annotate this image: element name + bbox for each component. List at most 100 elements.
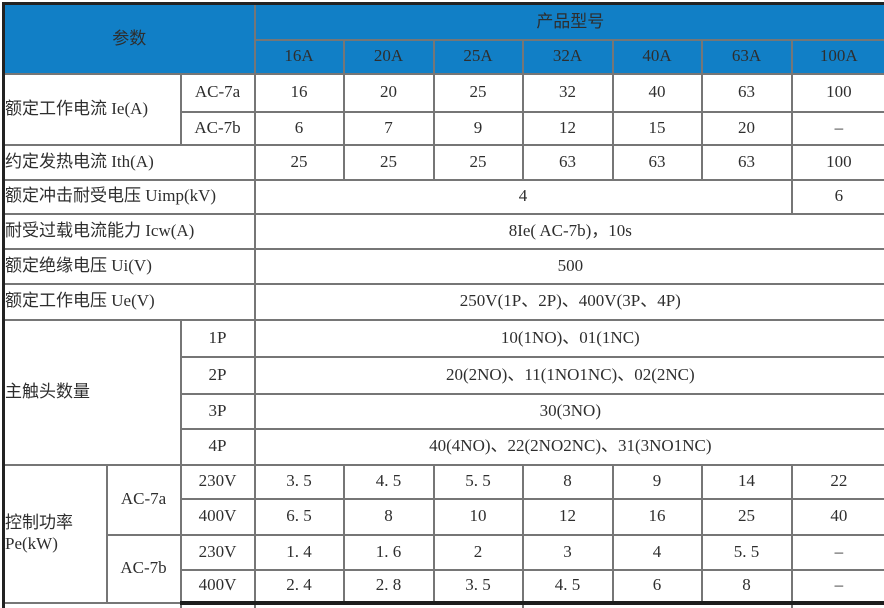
ie-ac7a-value: 16	[253, 72, 345, 113]
pe-ac7a-400v-value: 8	[342, 497, 435, 536]
pe-ac7b-230v-value: 1. 6	[342, 533, 435, 571]
pe-ac7b-230v-value: –	[790, 533, 884, 571]
label-pe: 控制功率 Pe(kW)	[2, 463, 108, 604]
label-icw: 耐受过载电流能力 Icw(A)	[2, 212, 256, 250]
sublabel-3p: 3P	[179, 392, 256, 430]
header-row-models: 16A 20A 25A 32A 40A 63A 100A	[4, 38, 884, 75]
label-ui: 额定绝缘电压 Ui(V)	[2, 247, 256, 285]
ie-ac7b-value: 9	[432, 110, 524, 146]
sublabel-pe-ac7a-230v: 230V	[179, 463, 256, 500]
pe-ac7b-400v-value: 2. 8	[342, 568, 435, 605]
cutoff-cell	[253, 601, 524, 608]
row-icw: 耐受过载电流能力 Icw(A) 8Ie( AC-7b)，10s	[2, 212, 884, 250]
row-pe-ac7b-230v: AC-7b 230V 1. 4 1. 6 2 3 4 5. 5 –	[4, 533, 884, 604]
pe-ac7b-230v-value: 1. 4	[253, 533, 345, 571]
cutoff-cell	[179, 601, 256, 608]
ie-ac7a-value: 100	[790, 72, 884, 113]
cutoff-cell	[2, 601, 182, 608]
row-pe-ac7b-400v: 400V 2. 4 2. 8 3. 5 4. 5 6 8 –	[4, 568, 884, 605]
pe-ac7b-230v-value: 3	[521, 533, 614, 571]
icw-value: 8Ie( AC-7b)，10s	[253, 212, 884, 250]
pe-ac7b-400v-value: 4. 5	[521, 568, 614, 605]
label-ith: 约定发热电流 Ith(A)	[2, 143, 256, 181]
pe-ac7a-400v-value: 25	[700, 497, 793, 536]
ie-ac7b-value: 20	[700, 110, 793, 146]
pe-ac7b-400v-value: 8	[700, 568, 793, 605]
row-poles-1p: 主触头数量 1P 10(1NO)、01(1NC)	[2, 318, 884, 466]
row-pe-ac7a-400v: 400V 6. 5 8 10 12 16 25 40	[4, 497, 884, 536]
row-poles-4p: 4P 40(4NO)、22(2NO2NC)、31(3NO1NC)	[4, 427, 884, 466]
pe-ac7a-400v-value: 16	[611, 497, 703, 536]
pe-ac7a-400v-value: 6. 5	[253, 497, 345, 536]
model-col-20a: 20A	[342, 38, 435, 75]
sublabel-pe-ac7b-230v: 230V	[179, 533, 256, 571]
pe-ac7b-230v-value: 2	[432, 533, 524, 571]
model-col-40a: 40A	[611, 38, 703, 75]
pe-ac7b-400v-value: 6	[611, 568, 703, 605]
pe-ac7b-400v-value: –	[790, 568, 884, 605]
row-ie-ac7b: AC-7b 6 7 9 12 15 20 –	[4, 110, 884, 146]
ie-ac7a-value: 32	[521, 72, 614, 113]
ith-value: 63	[521, 143, 614, 181]
pe-ac7b-230v-value: 5. 5	[700, 533, 793, 571]
ie-ac7b-value: 12	[521, 110, 614, 146]
pe-ac7a-230v-value: 5. 5	[432, 463, 524, 500]
sublabel-2p: 2P	[179, 355, 256, 395]
row-poles-2p: 2P 20(2NO)、11(1NO1NC)、02(2NC)	[4, 355, 884, 395]
uimp-value-main: 4	[253, 178, 793, 215]
poles-3p-value: 30(3NO)	[253, 392, 884, 430]
pe-ac7a-400v-value: 10	[432, 497, 524, 536]
poles-2p-value: 20(2NO)、11(1NO1NC)、02(2NC)	[253, 355, 884, 395]
row-ue: 额定工作电压 Ue(V) 250V(1P、2P)、400V(3P、4P)	[2, 282, 884, 321]
label-ie: 额定工作电流 Ie(A)	[2, 72, 182, 146]
sublabel-1p: 1P	[179, 318, 256, 358]
row-pe-ac7a-230v: 控制功率 Pe(kW) AC-7a 230V 3. 5 4. 5 5. 5 8 …	[2, 463, 884, 604]
row-poles-3p: 3P 30(3NO)	[4, 392, 884, 430]
ith-value: 25	[432, 143, 524, 181]
poles-1p-value: 10(1NO)、01(1NC)	[253, 318, 884, 358]
model-col-32a: 32A	[521, 38, 614, 75]
sublabel-pe-ac7a-400v: 400V	[179, 497, 256, 536]
model-col-25a: 25A	[432, 38, 524, 75]
sublabel-ie-ac7a: AC-7a	[179, 72, 256, 113]
ie-ac7a-value: 20	[342, 72, 435, 113]
ie-ac7b-value: 7	[342, 110, 435, 146]
ie-ac7a-value: 40	[611, 72, 703, 113]
pe-ac7a-230v-value: 4. 5	[342, 463, 435, 500]
ui-value: 500	[253, 247, 884, 285]
row-uimp: 额定冲击耐受电压 Uimp(kV) 4 6	[2, 178, 884, 215]
sublabel-4p: 4P	[179, 427, 256, 466]
model-col-16a: 16A	[253, 38, 345, 75]
sublabel-pe-ac7b: AC-7b	[105, 533, 182, 604]
label-uimp: 额定冲击耐受电压 Uimp(kV)	[2, 178, 256, 215]
uimp-value-100a: 6	[790, 178, 884, 215]
pe-ac7a-230v-value: 14	[700, 463, 793, 500]
cutoff-cell	[521, 601, 793, 608]
sublabel-pe-ac7a: AC-7a	[105, 463, 182, 536]
pe-ac7a-400v-value: 40	[790, 497, 884, 536]
pe-ac7b-400v-value: 3. 5	[432, 568, 524, 605]
ith-value: 63	[700, 143, 793, 181]
label-poles: 主触头数量	[2, 318, 182, 466]
row-cutoff	[2, 601, 884, 608]
ith-value: 25	[342, 143, 435, 181]
pe-ac7a-230v-value: 8	[521, 463, 614, 500]
pe-ac7a-230v-value: 9	[611, 463, 703, 500]
label-pe-line1: 控制功率	[5, 513, 74, 533]
ith-value: 25	[253, 143, 345, 181]
param-header-cell: 参数	[2, 2, 256, 75]
cutoff-cell	[790, 601, 884, 608]
ue-value: 250V(1P、2P)、400V(3P、4P)	[253, 282, 884, 321]
sublabel-pe-ac7b-400v: 400V	[179, 568, 256, 605]
label-ue: 额定工作电压 Ue(V)	[2, 282, 256, 321]
row-ie-ac7a: 额定工作电流 Ie(A) AC-7a 16 20 25 32 40 63 100	[2, 72, 884, 146]
sublabel-ie-ac7b: AC-7b	[179, 110, 256, 146]
pe-ac7a-400v-value: 12	[521, 497, 614, 536]
model-col-100a: 100A	[790, 38, 884, 75]
pe-ac7a-230v-value: 22	[790, 463, 884, 500]
ie-ac7a-value: 63	[700, 72, 793, 113]
ie-ac7a-value: 25	[432, 72, 524, 113]
poles-4p-value: 40(4NO)、22(2NO2NC)、31(3NO1NC)	[253, 427, 884, 466]
ie-ac7b-value: 15	[611, 110, 703, 146]
